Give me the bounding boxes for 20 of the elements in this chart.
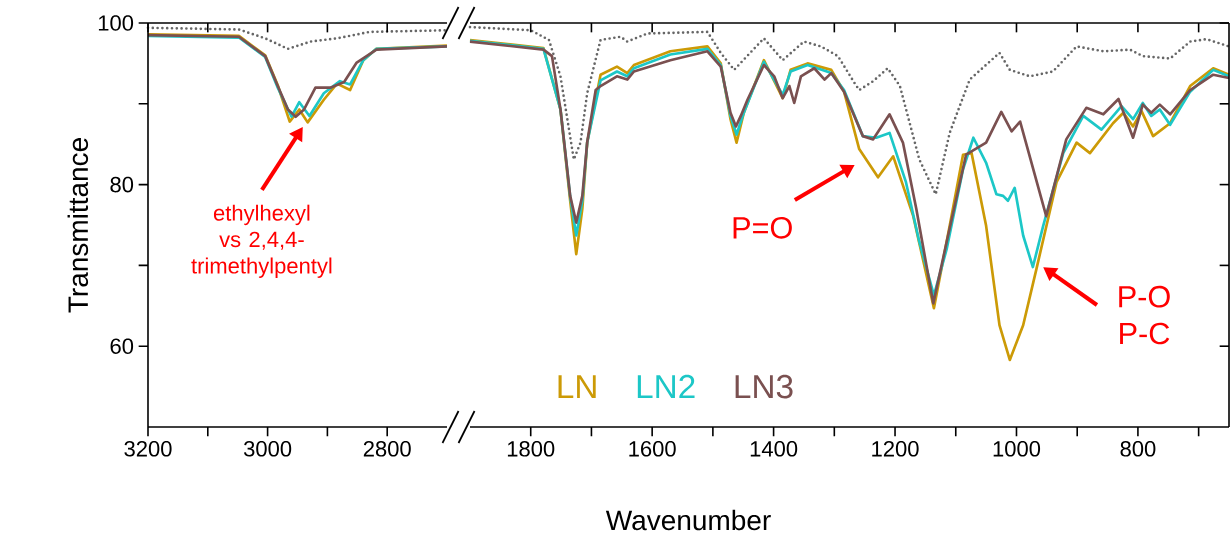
x-tick-label: 3200: [124, 441, 172, 457]
annotation: P-O P-C: [1119, 285, 1170, 345]
text: LN3: [735, 374, 793, 399]
y-tick-label: 60: [110, 338, 134, 354]
x-tick-label: 1600: [629, 441, 676, 457]
y-axis-title: Transmittance: [67, 138, 89, 313]
x-tick-label: 3000: [243, 441, 292, 457]
x-tick-label: 2800: [363, 441, 411, 457]
x-tick-label: 800: [1120, 441, 1156, 457]
x-tick-label: 1800: [507, 441, 555, 457]
annotation: P=O: [733, 216, 792, 239]
y-tick-label: 100: [98, 15, 134, 31]
x-axis-title: Wavenumber: [605, 509, 771, 531]
text: LN: [558, 375, 596, 399]
annotation: ethylhexyl vs 2,4,4-trimethylpentyl: [191, 204, 332, 278]
x-tick-label: 1200: [872, 441, 919, 457]
y-tick-label: 80: [110, 176, 134, 193]
x-tick-label: 1400: [750, 441, 798, 457]
x-tick-label: 1000: [993, 441, 1041, 457]
text: LN2: [637, 374, 695, 399]
